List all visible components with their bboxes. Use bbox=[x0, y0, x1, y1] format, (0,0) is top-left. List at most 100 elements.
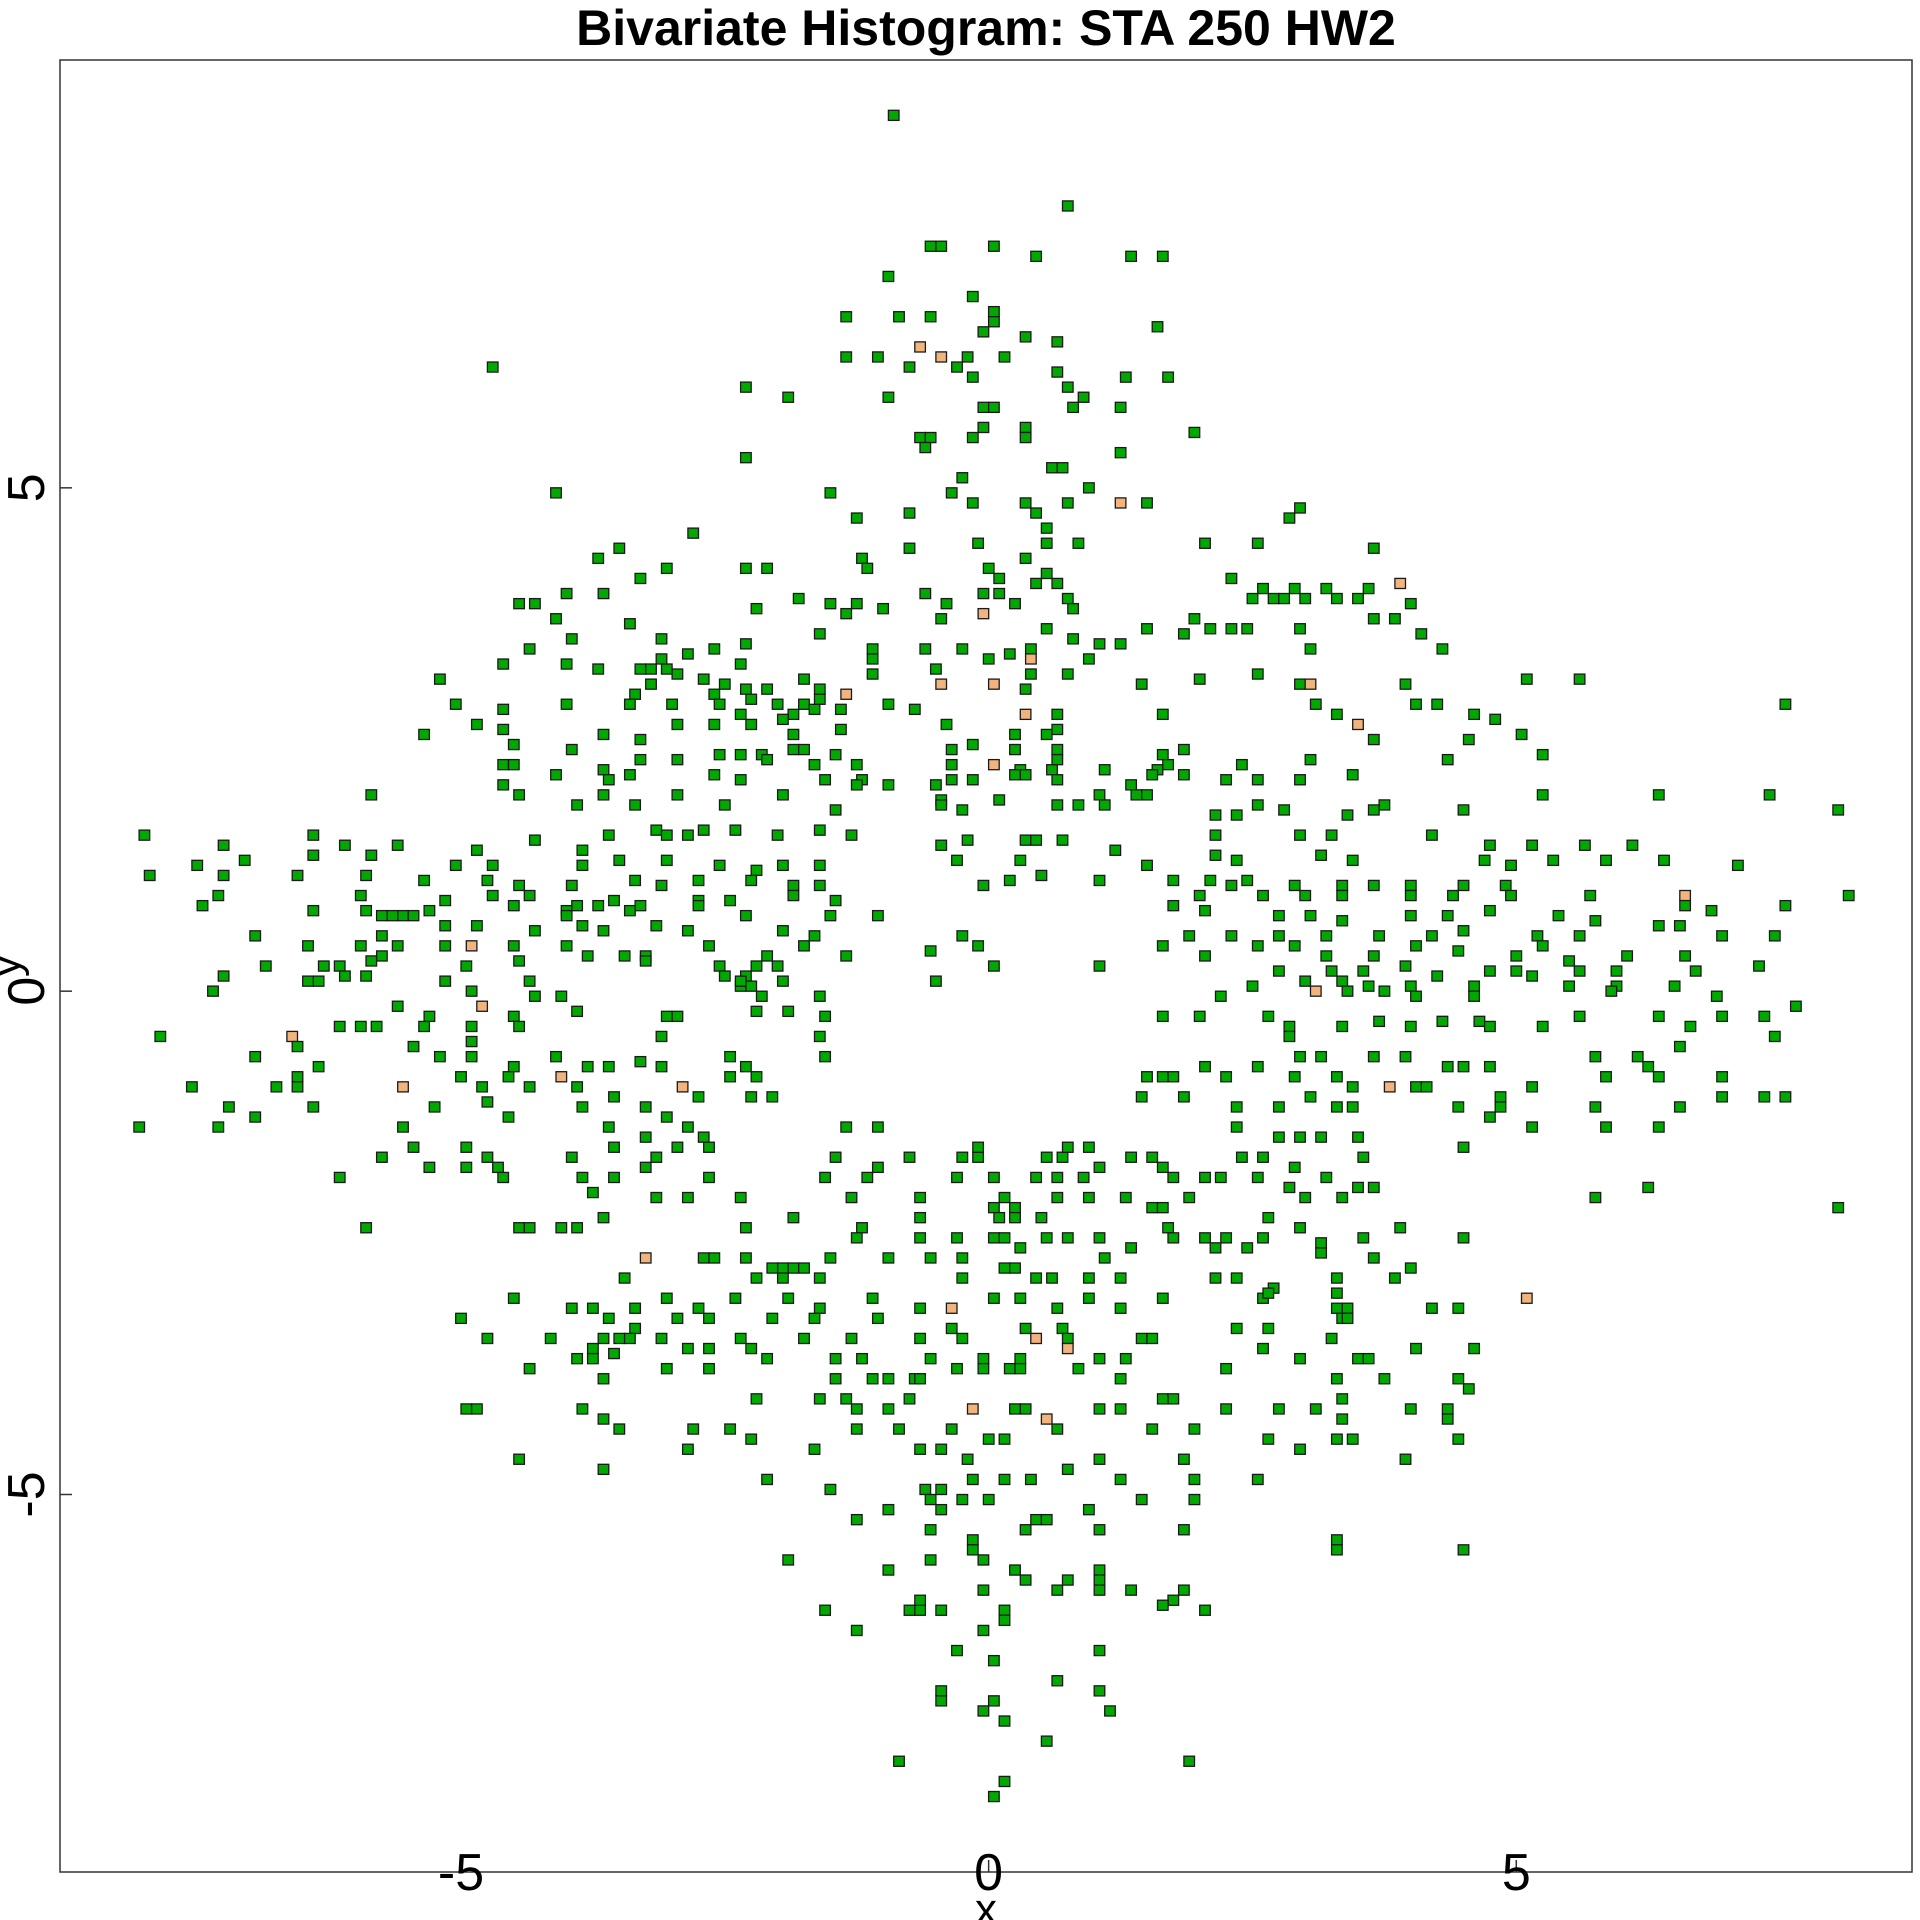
histogram-cell bbox=[914, 1232, 927, 1244]
histogram-cell bbox=[1188, 1473, 1201, 1486]
histogram-cell bbox=[1082, 653, 1095, 665]
histogram-cell bbox=[1251, 940, 1264, 952]
histogram-cell bbox=[692, 874, 705, 887]
histogram-cell bbox=[523, 1081, 536, 1093]
histogram-cell bbox=[1072, 1362, 1085, 1375]
histogram-cell bbox=[560, 698, 573, 710]
histogram-cell bbox=[1346, 1101, 1359, 1113]
histogram-cell bbox=[1156, 1599, 1169, 1611]
histogram-cell bbox=[507, 940, 520, 952]
histogram-cell bbox=[1051, 336, 1064, 348]
histogram-cell bbox=[1199, 1232, 1211, 1244]
histogram-cell bbox=[903, 1151, 916, 1163]
histogram-cell bbox=[993, 794, 1006, 806]
histogram-cell bbox=[1019, 497, 1032, 509]
histogram-cell bbox=[829, 1373, 842, 1385]
histogram-cell bbox=[813, 1272, 826, 1284]
histogram-cell bbox=[919, 587, 932, 600]
histogram-cell bbox=[1394, 1222, 1407, 1234]
histogram-cell bbox=[1526, 1121, 1539, 1133]
histogram-cell bbox=[555, 990, 568, 1002]
histogram-cell bbox=[729, 824, 742, 836]
histogram-cell bbox=[1679, 899, 1692, 912]
histogram-cell bbox=[755, 990, 768, 1002]
histogram-cell bbox=[914, 1443, 927, 1455]
histogram-cell bbox=[840, 1393, 853, 1405]
histogram-cell bbox=[972, 1151, 985, 1163]
histogram-cell bbox=[1009, 1403, 1021, 1415]
histogram-cell bbox=[1262, 1010, 1275, 1023]
histogram-cell bbox=[1046, 462, 1058, 474]
histogram-cell bbox=[951, 1171, 963, 1184]
histogram-cell bbox=[1019, 1322, 1032, 1335]
histogram-cell bbox=[987, 1654, 1000, 1667]
histogram-cell bbox=[1341, 809, 1354, 821]
histogram-cell bbox=[739, 909, 752, 922]
histogram-cell bbox=[708, 643, 721, 655]
histogram-cell bbox=[993, 587, 1006, 600]
histogram-cell bbox=[1304, 643, 1317, 655]
histogram-cell bbox=[249, 930, 262, 942]
histogram-cell bbox=[987, 240, 1000, 252]
histogram-cell bbox=[1536, 748, 1549, 761]
histogram-cell bbox=[407, 1141, 420, 1153]
histogram-cell bbox=[1631, 1050, 1644, 1063]
histogram-cell bbox=[919, 441, 932, 454]
histogram-cell bbox=[1188, 613, 1201, 625]
histogram-cell bbox=[1600, 1071, 1612, 1083]
histogram-cell bbox=[1251, 1171, 1264, 1184]
histogram-cell bbox=[1114, 497, 1127, 509]
histogram-cell bbox=[1315, 1247, 1328, 1259]
histogram-cell bbox=[1357, 1232, 1370, 1244]
histogram-cell bbox=[1241, 874, 1254, 887]
histogram-cell bbox=[1610, 965, 1623, 977]
histogram-cell bbox=[507, 758, 520, 771]
histogram-cell bbox=[1526, 839, 1539, 851]
histogram-cell bbox=[1051, 1423, 1064, 1435]
histogram-cell bbox=[893, 1755, 905, 1767]
histogram-cell bbox=[1030, 250, 1043, 263]
histogram-cell bbox=[1093, 789, 1106, 801]
histogram-cell bbox=[1346, 769, 1359, 781]
histogram-cell bbox=[1072, 799, 1085, 811]
histogram-cell bbox=[1114, 1373, 1127, 1385]
histogram-cell bbox=[1425, 1302, 1438, 1314]
histogram-cell bbox=[528, 925, 541, 937]
histogram-cell bbox=[713, 748, 726, 761]
histogram-cell bbox=[1183, 1755, 1196, 1767]
histogram-cell bbox=[739, 451, 752, 464]
histogram-cell bbox=[703, 1171, 715, 1184]
histogram-cell bbox=[291, 1071, 304, 1083]
histogram-cell bbox=[1056, 834, 1069, 846]
histogram-cell bbox=[1019, 708, 1032, 721]
histogram-cell bbox=[935, 1483, 948, 1496]
histogram-cell bbox=[1230, 1272, 1243, 1284]
histogram-cell bbox=[866, 653, 879, 665]
histogram-cell bbox=[998, 1473, 1011, 1486]
histogram-cell bbox=[1462, 1383, 1475, 1395]
histogram-cell bbox=[1367, 804, 1380, 816]
histogram-cell bbox=[914, 1191, 927, 1204]
histogram-cell bbox=[893, 311, 905, 323]
histogram-cell bbox=[571, 799, 584, 811]
histogram-cell bbox=[1019, 1574, 1032, 1586]
histogram-cell bbox=[945, 1302, 958, 1314]
histogram-cell bbox=[1162, 758, 1175, 771]
histogram-cell bbox=[1093, 1352, 1106, 1365]
histogram-cell bbox=[1716, 930, 1729, 942]
histogram-cell bbox=[1452, 1373, 1465, 1385]
histogram-cell bbox=[945, 1322, 958, 1335]
histogram-cell bbox=[951, 854, 963, 867]
histogram-cell bbox=[1193, 673, 1206, 685]
histogram-cell bbox=[597, 1332, 610, 1345]
histogram-cell bbox=[238, 854, 251, 867]
histogram-cell bbox=[998, 1262, 1011, 1274]
histogram-cell bbox=[903, 1604, 916, 1616]
histogram-cell bbox=[1230, 1101, 1243, 1113]
histogram-cell bbox=[1330, 592, 1343, 605]
histogram-cell bbox=[924, 1493, 937, 1506]
histogram-cell bbox=[977, 1352, 990, 1365]
histogram-cell bbox=[956, 1332, 969, 1345]
histogram-cell bbox=[317, 960, 330, 972]
histogram-cell bbox=[1262, 1433, 1275, 1445]
